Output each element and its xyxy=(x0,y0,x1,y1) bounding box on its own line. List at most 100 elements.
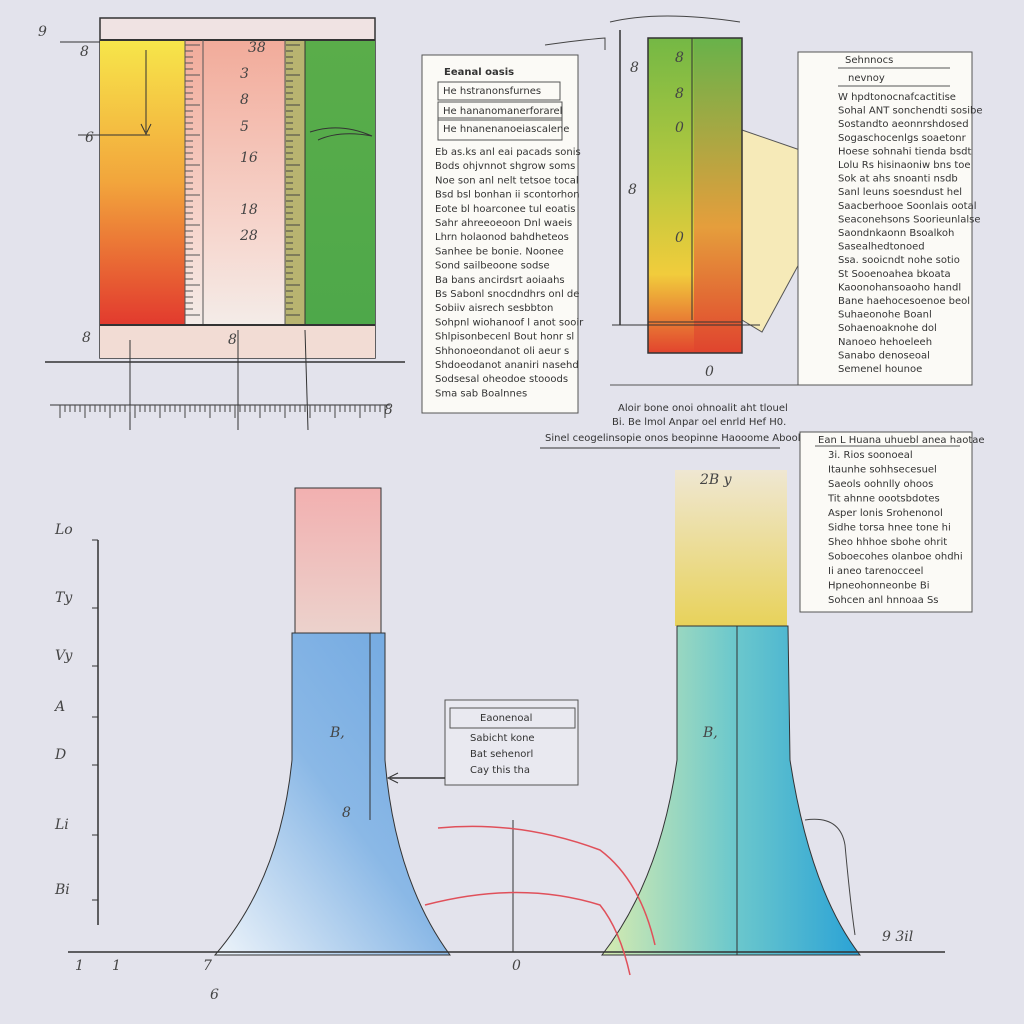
pointer-line xyxy=(304,329,309,431)
axis-label: 0 xyxy=(705,364,714,380)
arrow-head xyxy=(386,772,399,784)
legend-item: Cay this tha xyxy=(470,765,530,776)
sketch-mark xyxy=(804,818,856,936)
card-line: Hpneohonneonbe Bi xyxy=(828,581,930,592)
card-line: Suhaeonohe Boanl xyxy=(838,310,932,321)
axis-label: A xyxy=(53,699,65,715)
x-label: 6 xyxy=(210,987,219,1003)
tick-label: 8 xyxy=(630,60,639,76)
card-title: Sehnnocs xyxy=(845,55,893,66)
row-box xyxy=(437,117,563,141)
inner-label: 3 xyxy=(240,66,249,82)
axis-label: 8 xyxy=(82,330,91,346)
curve xyxy=(424,825,656,976)
card-subtitle: nevnoy xyxy=(848,73,885,84)
tick-label: 8 xyxy=(675,50,684,66)
card-line: Sanabo denoseoal xyxy=(838,350,930,361)
card-line: Ssa. sooicndt nohe sotio xyxy=(838,255,960,266)
caption: Aloir bone onoi ohnoalit aht tlouel xyxy=(618,403,788,414)
card-line: Sostandto aeonnrshdosed xyxy=(838,119,969,130)
card-line: Lhrn holaonod bahdheteos xyxy=(435,232,569,243)
card-line: Sogaschocenlgs soaetonr xyxy=(838,133,967,144)
ruler xyxy=(59,44,386,418)
card-line: Sahr ahreeoeoon Dnl waeis xyxy=(435,218,572,229)
tick-label: 0 xyxy=(675,120,684,136)
bell-top xyxy=(675,470,787,626)
card-line: W hpdtonocnafcactitise xyxy=(838,92,956,103)
peak-label: B, xyxy=(702,725,718,741)
tick-labels: 8 8 8 0 0 xyxy=(630,50,684,246)
row-text: He hnanenanoeiascalene xyxy=(443,124,569,135)
axis-label: Bi xyxy=(54,882,70,898)
row-box xyxy=(437,101,563,121)
card-line: Sidhe torsa hnee tone hi xyxy=(828,523,951,534)
card-line: Saeols oohnlly ohoos xyxy=(828,479,933,490)
row-text: He hstranonsfurnes xyxy=(443,86,541,97)
card-line: Asper lonis Srohenonol xyxy=(828,508,943,519)
gradient-column xyxy=(305,40,375,325)
card-line: Bods ohjvnnot shgrow soms xyxy=(435,161,575,172)
axis-label: 8 xyxy=(80,44,89,60)
card-line: Bsd bsl bonhan ii scontorhon xyxy=(435,190,580,201)
inner-label: 28 xyxy=(239,228,258,244)
card-line: Bs Sabonl snocdndhrs onl de xyxy=(435,289,579,300)
gradient-column xyxy=(100,40,185,325)
card-line: Soboecohes olanboe ohdhi xyxy=(828,552,963,563)
end-label: 9 3il xyxy=(882,929,913,945)
inner-label: 8 xyxy=(240,92,249,108)
top-right-panel: 8 8 8 0 0 8 0 Sehnnocs nevnoy W hpdtonocnafc… xyxy=(544,15,983,386)
card-line: Bane haehocesoenoe beol xyxy=(838,296,970,307)
card-line: Sanl leuns soesndust hel xyxy=(838,187,962,198)
card-line: Semenel hounoe xyxy=(838,364,922,375)
tick-label: 0 xyxy=(675,230,684,246)
legend-item: Sabicht kone xyxy=(470,733,535,744)
card-line: Sohal ANT sonchendti sosibe xyxy=(838,106,983,117)
sketch-mark xyxy=(544,15,741,50)
legend-box xyxy=(444,699,579,786)
axis-label: 8 xyxy=(628,182,637,198)
card-paragraph: 3i. Rios soonoeal Itaunhe sohhsecesuel Sae… xyxy=(827,450,963,606)
x-label: 0 xyxy=(512,958,521,974)
bell-body xyxy=(213,632,451,956)
bell-body xyxy=(600,625,862,956)
card-line: Eote bl hoarconee tul eoatis xyxy=(435,204,575,215)
card-title: Eeanal oasis xyxy=(444,67,514,78)
card-line: Sheo hhhoe sbohe ohrit xyxy=(828,537,947,548)
card-line: Sanhee be bonie. Noonee xyxy=(435,246,564,257)
sketch-mark xyxy=(309,127,373,141)
axis-label: 6 xyxy=(85,130,94,146)
callout xyxy=(741,129,801,333)
axis-label: Ty xyxy=(55,590,73,606)
card-line: Sasealhedtonoed xyxy=(838,242,925,253)
axis-labels: Lo Ty Vy A D Li Bi xyxy=(53,522,98,901)
inner-label: 38 xyxy=(248,40,266,56)
card-line: Eb as.ks anl eai pacads sonis xyxy=(435,147,581,158)
card-line: Kaoonohansoaoho handl xyxy=(838,282,961,293)
card-line: Sond sailbeoone sodse xyxy=(435,261,550,272)
gradient-column xyxy=(185,40,285,325)
inner-label: 5 xyxy=(240,119,249,135)
card-line: Sohcen anl hnnoaa Ss xyxy=(828,595,939,606)
card-line: Saacberhooe Soonlais ootal xyxy=(838,201,977,212)
caption: Bi. Be lmol Anpar oel enrld Hef H0. xyxy=(612,417,786,428)
x-label: 1 xyxy=(75,958,84,974)
card-line: Nanoeo hehoeleeh xyxy=(838,337,932,348)
card-line: Shhonoeondanot oli aeur s xyxy=(435,346,569,357)
card-line: Sodsesal oheodoe stooods xyxy=(435,374,568,385)
x-labels: 1 1 7 0 6 xyxy=(75,958,521,1003)
mark-label: B, xyxy=(329,725,345,741)
card-line: Shlpisonbecenl Bout honr sl xyxy=(435,332,574,343)
bar-segment xyxy=(694,38,742,353)
bottom-label: 8 xyxy=(384,402,393,418)
card-line: Sobiiv aisrech sesbbton xyxy=(435,303,553,314)
card-line: Sohaenoaknohe dol xyxy=(838,323,937,334)
bar-segment xyxy=(648,38,694,353)
axis-label: Vy xyxy=(55,648,74,664)
bell-top xyxy=(294,487,382,634)
row-box xyxy=(437,81,561,101)
card-frame xyxy=(797,51,973,386)
card-paragraph: Eb as.ks anl eai pacads sonis Bods ohjvnn… xyxy=(435,147,584,399)
caption: Sinel ceogelinsopie onos beopinne Haooom… xyxy=(545,433,816,444)
card-line: Seaconehsons Soorieunlalse xyxy=(838,214,980,225)
